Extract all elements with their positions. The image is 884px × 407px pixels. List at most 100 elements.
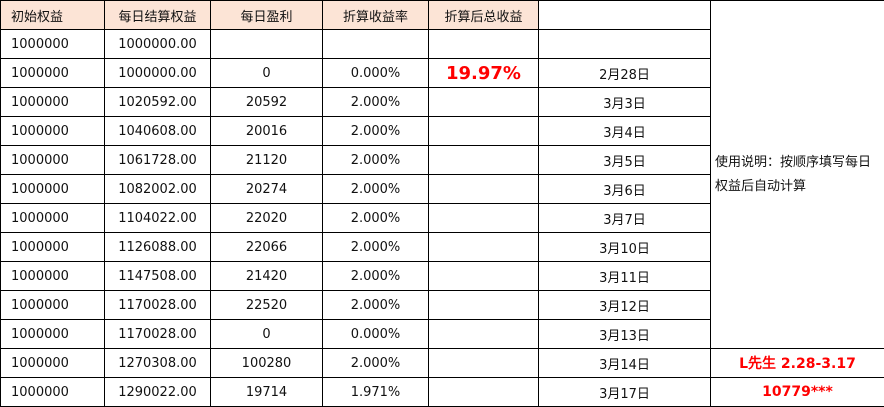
cell-date[interactable]: 3月13日	[538, 319, 711, 349]
cell-equity[interactable]: 1082002.00	[104, 174, 211, 204]
cell-rate[interactable]: 0.000%	[322, 319, 429, 349]
cell-equity[interactable]: 1000000.00	[104, 29, 211, 59]
cell-date[interactable]: 3月17日	[538, 377, 711, 407]
header-rate[interactable]: 折算收益率	[322, 0, 429, 30]
table-row: 1000000 1126088.00 22066 2.000% 3月10日	[0, 232, 884, 262]
cell-equity[interactable]: 1170028.00	[104, 319, 211, 349]
cell-profit[interactable]: 0	[210, 58, 323, 88]
cell-equity[interactable]: 1104022.00	[104, 203, 211, 233]
cell-profit[interactable]: 20592	[210, 87, 323, 117]
header-date[interactable]	[538, 0, 711, 30]
cell-initial[interactable]: 1000000	[0, 319, 105, 349]
table-row: 1000000 1082002.00 20274 2.000% 3月6日	[0, 174, 884, 204]
table-row: 1000000 1147508.00 21420 2.000% 3月11日	[0, 261, 884, 291]
header-total[interactable]: 折算后总收益	[428, 0, 539, 30]
cell-total[interactable]	[428, 261, 539, 291]
usage-note[interactable]: 使用说明：按顺序填写每日权益后自动计算	[710, 0, 884, 349]
cell-rate[interactable]: 2.000%	[322, 290, 429, 320]
cell-initial[interactable]: 1000000	[0, 58, 105, 88]
header-profit[interactable]: 每日盈利	[210, 0, 323, 30]
cell-profit[interactable]: 100280	[210, 348, 323, 378]
cell-total[interactable]	[428, 29, 539, 59]
cell-date[interactable]: 3月10日	[538, 232, 711, 262]
cell-profit[interactable]	[210, 29, 323, 59]
cell-rate[interactable]: 2.000%	[322, 174, 429, 204]
cell-rate[interactable]: 2.000%	[322, 145, 429, 175]
header-equity[interactable]: 每日结算权益	[104, 0, 211, 30]
cell-equity[interactable]: 1270308.00	[104, 348, 211, 378]
cell-date[interactable]: 3月14日	[538, 348, 711, 378]
cell-rate[interactable]: 1.971%	[322, 377, 429, 407]
cell-initial[interactable]: 1000000	[0, 377, 105, 407]
cell-rate[interactable]: 2.000%	[322, 87, 429, 117]
cell-initial[interactable]: 1000000	[0, 203, 105, 233]
table-row: 1000000 1061728.00 21120 2.000% 3月5日	[0, 145, 884, 175]
cell-initial[interactable]: 1000000	[0, 29, 105, 59]
cell-profit[interactable]: 0	[210, 319, 323, 349]
cell-total[interactable]	[428, 348, 539, 378]
header-initial[interactable]: 初始权益	[0, 0, 105, 30]
cell-total[interactable]	[428, 232, 539, 262]
cell-profit[interactable]: 19714	[210, 377, 323, 407]
cell-total[interactable]	[428, 290, 539, 320]
signature-cell[interactable]: L先生 2.28-3.17	[710, 348, 884, 378]
table-row: 1000000 1104022.00 22020 2.000% 3月7日	[0, 203, 884, 233]
cell-rate[interactable]: 2.000%	[322, 232, 429, 262]
cell-rate[interactable]: 2.000%	[322, 348, 429, 378]
header-row: 初始权益 每日结算权益 每日盈利 折算收益率 折算后总收益 使用说明：按顺序填写…	[0, 0, 884, 349]
cell-total[interactable]	[428, 174, 539, 204]
table-row: 1000000 1170028.00 0 0.000% 3月13日	[0, 319, 884, 349]
cell-total[interactable]	[428, 116, 539, 146]
cell-total[interactable]	[428, 319, 539, 349]
cell-date[interactable]	[538, 29, 711, 59]
table-row: 1000000 1000000.00	[0, 29, 884, 59]
cell-initial[interactable]: 1000000	[0, 116, 105, 146]
cell-date[interactable]: 3月5日	[538, 145, 711, 175]
table-row: 1000000 1290022.00 19714 1.971% 3月17日 10779**…	[0, 377, 884, 407]
cell-date[interactable]: 3月6日	[538, 174, 711, 204]
cell-equity[interactable]: 1061728.00	[104, 145, 211, 175]
cell-equity[interactable]: 1126088.00	[104, 232, 211, 262]
cell-total[interactable]	[428, 87, 539, 117]
cell-rate[interactable]: 2.000%	[322, 261, 429, 291]
cell-initial[interactable]: 1000000	[0, 87, 105, 117]
cell-initial[interactable]: 1000000	[0, 290, 105, 320]
cell-total[interactable]	[428, 203, 539, 233]
cell-profit[interactable]: 22020	[210, 203, 323, 233]
table-row: 1000000 1270308.00 100280 2.000% 3月14日 L先生 2.…	[0, 348, 884, 378]
cell-date[interactable]: 2月28日	[538, 58, 711, 88]
cell-profit[interactable]: 20274	[210, 174, 323, 204]
cell-equity[interactable]: 1040608.00	[104, 116, 211, 146]
cell-profit[interactable]: 22520	[210, 290, 323, 320]
cell-total[interactable]	[428, 377, 539, 407]
cell-rate[interactable]: 2.000%	[322, 116, 429, 146]
cell-profit[interactable]: 21120	[210, 145, 323, 175]
cell-equity[interactable]: 1290022.00	[104, 377, 211, 407]
account-cell[interactable]: 10779***	[710, 377, 884, 407]
cell-equity[interactable]: 1147508.00	[104, 261, 211, 291]
cell-date[interactable]: 3月11日	[538, 261, 711, 291]
cell-initial[interactable]: 1000000	[0, 145, 105, 175]
cell-profit[interactable]: 21420	[210, 261, 323, 291]
cell-date[interactable]: 3月3日	[538, 87, 711, 117]
cell-date[interactable]: 3月12日	[538, 290, 711, 320]
cell-total[interactable]	[428, 145, 539, 175]
cell-rate[interactable]: 0.000%	[322, 58, 429, 88]
cell-profit[interactable]: 22066	[210, 232, 323, 262]
cell-initial[interactable]: 1000000	[0, 174, 105, 204]
cell-equity[interactable]: 1000000.00	[104, 58, 211, 88]
cell-date[interactable]: 3月4日	[538, 116, 711, 146]
cell-total[interactable]: 19.97%	[428, 58, 539, 88]
cell-initial[interactable]: 1000000	[0, 348, 105, 378]
table-row: 1000000 1170028.00 22520 2.000% 3月12日	[0, 290, 884, 320]
cell-equity[interactable]: 1170028.00	[104, 290, 211, 320]
table-row: 1000000 1020592.00 20592 2.000% 3月3日	[0, 87, 884, 117]
cell-rate[interactable]	[322, 29, 429, 59]
cell-initial[interactable]: 1000000	[0, 232, 105, 262]
cell-date[interactable]: 3月7日	[538, 203, 711, 233]
cell-rate[interactable]: 2.000%	[322, 203, 429, 233]
cell-initial[interactable]: 1000000	[0, 261, 105, 291]
cell-profit[interactable]: 20016	[210, 116, 323, 146]
cell-equity[interactable]: 1020592.00	[104, 87, 211, 117]
